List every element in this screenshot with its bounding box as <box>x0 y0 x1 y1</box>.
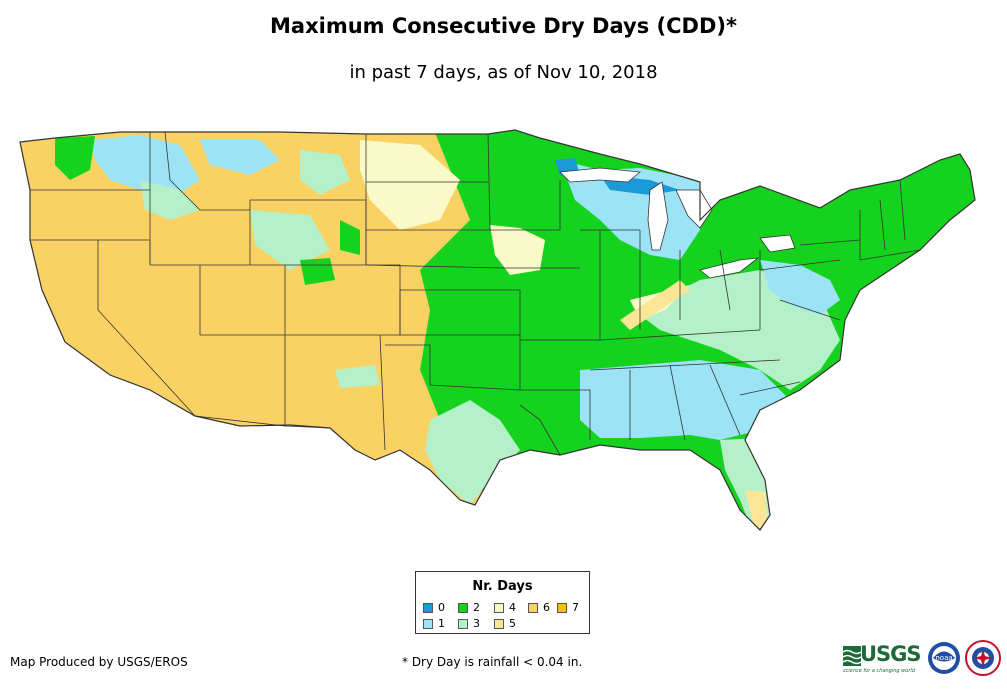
legend-swatch-1 <box>423 619 433 629</box>
usgs-logo: USGS science for a changing world <box>843 642 922 678</box>
nws-logo <box>965 640 1001 676</box>
legend-swatch-3 <box>458 619 468 629</box>
agency-logos: USGS science for a changing world noaa <box>843 640 1003 680</box>
cdd-map <box>19 129 976 531</box>
noaa-logo: noaa <box>928 642 960 674</box>
legend-label-6: 6 <box>543 601 550 614</box>
legend-swatch-7 <box>557 603 567 613</box>
great-lakes <box>559 167 796 279</box>
usgs-wave-icon <box>843 646 861 666</box>
legend-swatch-5 <box>494 619 504 629</box>
legend-label-0: 0 <box>438 601 445 614</box>
usgs-tagline: science for a changing world <box>843 668 915 674</box>
dry-day-footnote: * Dry Day is rainfall < 0.04 in. <box>402 655 583 669</box>
legend-label-1: 1 <box>438 617 445 630</box>
legend-label-7: 7 <box>572 601 579 614</box>
legend-title: Nr. Days <box>472 579 533 594</box>
map-credit: Map Produced by USGS/EROS <box>10 655 188 669</box>
legend-swatch-6 <box>528 603 538 613</box>
map-title: Maximum Consecutive Dry Days (CDD)* <box>270 14 737 38</box>
legend-swatch-4 <box>494 603 504 613</box>
legend-swatch-2 <box>458 603 468 613</box>
legend-label-5: 5 <box>509 617 516 630</box>
map-subtitle: in past 7 days, as of Nov 10, 2018 <box>349 62 658 83</box>
usgs-wordmark: USGS <box>860 642 922 666</box>
legend-label-2: 2 <box>473 601 480 614</box>
legend-label-4: 4 <box>509 601 516 614</box>
state-borders <box>30 131 921 456</box>
noaa-wordmark: noaa <box>935 654 952 662</box>
legend: Nr. Days 0 1 2 3 4 5 6 7 <box>415 571 590 634</box>
legend-label-3: 3 <box>473 617 480 630</box>
legend-swatch-0 <box>423 603 433 613</box>
